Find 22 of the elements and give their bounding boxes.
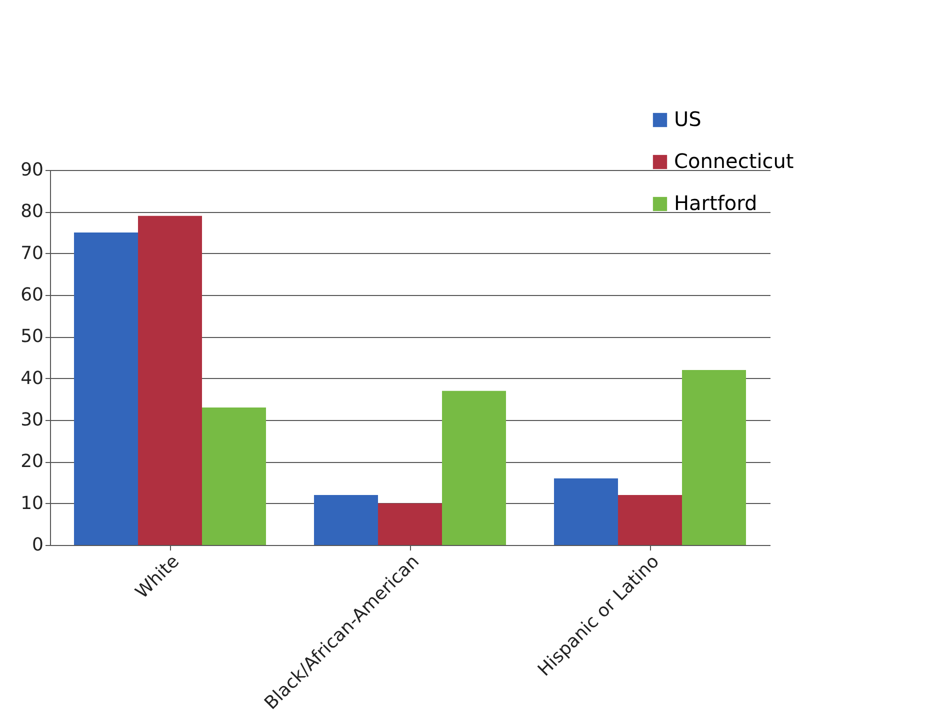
y-tick-label: 50 — [20, 326, 44, 348]
y-tick-label: 40 — [20, 368, 44, 389]
y-tick-label: 30 — [20, 410, 44, 430]
y-tick-label: 70 — [20, 242, 44, 264]
bar — [618, 495, 682, 545]
y-tick-label: 0 — [32, 534, 44, 556]
y-tick-label: 80 — [20, 201, 44, 222]
bar — [138, 216, 202, 545]
legend-label: Connecticut — [674, 149, 794, 173]
bar — [378, 503, 442, 545]
bar — [442, 390, 506, 545]
bar — [554, 478, 618, 545]
legend-label: Hartford — [674, 191, 758, 215]
y-tick-label: 10 — [20, 492, 44, 514]
legend-label: US — [674, 107, 702, 131]
y-tick-label: 20 — [20, 451, 44, 472]
y-tick-label: 60 — [20, 284, 44, 306]
y-tick-label: 90 — [20, 160, 44, 180]
bar — [202, 408, 266, 545]
bar — [314, 495, 378, 545]
bar — [682, 370, 746, 545]
bar — [74, 232, 138, 545]
